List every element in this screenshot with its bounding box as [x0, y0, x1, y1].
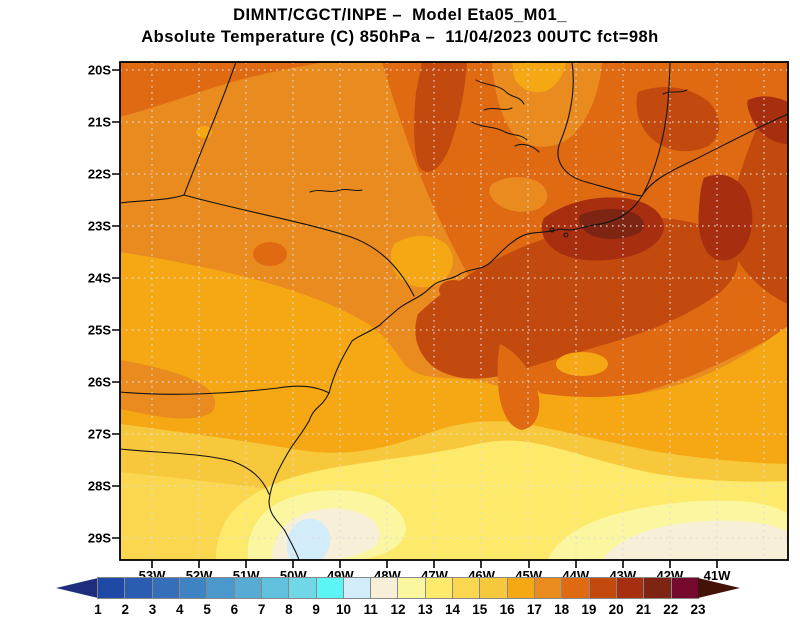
colorbar-segment — [288, 578, 316, 598]
state-border-west — [120, 194, 185, 204]
colorbar-segment — [615, 578, 644, 598]
colorbar-value: 20 — [608, 602, 624, 617]
colorbar-value: 21 — [635, 602, 651, 617]
colorbar-segment — [479, 578, 507, 598]
colorbar-segment — [670, 578, 698, 598]
colorbar: 1 2 3 4 5 6 7 8 9 10 11 12 13 14 15 16 17 18 19 20 21 22 23 — [0, 576, 800, 618]
state-border-sp-pr — [183, 194, 415, 297]
colorbar-segment — [397, 578, 425, 598]
lat-label: 28S — [88, 479, 111, 494]
colorbar-value: 3 — [148, 602, 157, 617]
colorbar-segment — [424, 578, 453, 598]
colorbar-arrow-right — [698, 578, 740, 598]
colorbar-value: 15 — [472, 602, 488, 617]
colorbar-value: 14 — [445, 602, 461, 617]
colorbar-segment — [233, 578, 261, 598]
river-parana — [183, 62, 237, 196]
colorbar-segment — [206, 578, 234, 598]
lat-label: 25S — [88, 323, 111, 338]
colorbar-value: 11 — [363, 602, 378, 617]
colorbar-value: 19 — [581, 602, 597, 617]
colorbar-value: 4 — [176, 602, 184, 617]
lat-label: 24S — [88, 271, 111, 286]
colorbar-arrow-left — [56, 578, 98, 598]
state-border-south — [120, 448, 270, 495]
colorbar-segment — [178, 578, 207, 598]
colorbar-segment — [643, 578, 671, 598]
colorbar-value: 8 — [285, 602, 293, 617]
colorbar-value: 7 — [257, 602, 266, 617]
lat-label: 23S — [88, 219, 111, 234]
colorbar-value: 16 — [499, 602, 515, 617]
colorbar-segment — [452, 578, 480, 598]
colorbar-segment — [315, 578, 343, 598]
colorbar-value: 9 — [312, 602, 320, 617]
map-borders — [120, 62, 788, 560]
colorbar-value: 10 — [335, 602, 351, 617]
colorbar-segment — [588, 578, 616, 598]
state-border-ne — [557, 62, 643, 197]
colorbar-segment — [151, 578, 179, 598]
colorbar-value: 2 — [121, 602, 130, 617]
colorbar-segment — [260, 578, 289, 598]
colorbar-value: 6 — [230, 602, 239, 617]
colorbar-value: 23 — [690, 602, 706, 617]
colorbar-value: 12 — [390, 602, 406, 617]
map-title: DIMNT/CGCT/INPE – Model Eta05_M01_ — [233, 6, 567, 24]
lat-label: 26S — [88, 375, 111, 390]
lat-label: 20S — [88, 63, 111, 78]
colorbar-segment — [342, 578, 371, 598]
colorbar-segment — [506, 578, 534, 598]
lat-label: 27S — [88, 427, 111, 442]
lat-ticks — [112, 69, 120, 539]
colorbar-value: 18 — [554, 602, 570, 617]
colorbar-segment — [534, 578, 562, 598]
colorbar-segment — [124, 578, 152, 598]
state-border-ne2 — [641, 62, 671, 197]
colorbar-segment — [370, 578, 398, 598]
lon-ticks — [151, 560, 718, 568]
colorbar-segments — [97, 577, 699, 599]
colorbar-value: 13 — [417, 602, 433, 617]
colorbar-value: 17 — [526, 602, 542, 617]
colorbar-segment — [561, 578, 589, 598]
colorbar-segment — [98, 578, 125, 598]
lat-label: 29S — [88, 531, 111, 546]
lat-labels: 20S 21S 22S 23S 24S 25S 26S 27S 28S 29S — [88, 63, 111, 546]
colorbar-value: 22 — [663, 602, 679, 617]
colorbar-value: 5 — [203, 602, 211, 617]
map-frame — [119, 61, 789, 561]
coastline — [268, 113, 788, 560]
map-subtitle: Absolute Temperature (C) 850hPa – 11/04/… — [141, 28, 659, 46]
state-border-mid — [120, 385, 330, 395]
lat-label: 21S — [88, 115, 111, 130]
lat-label: 22S — [88, 167, 111, 182]
colorbar-value: 1 — [94, 602, 102, 617]
reservoir-squiggles — [309, 79, 688, 238]
contour-field — [120, 62, 788, 560]
